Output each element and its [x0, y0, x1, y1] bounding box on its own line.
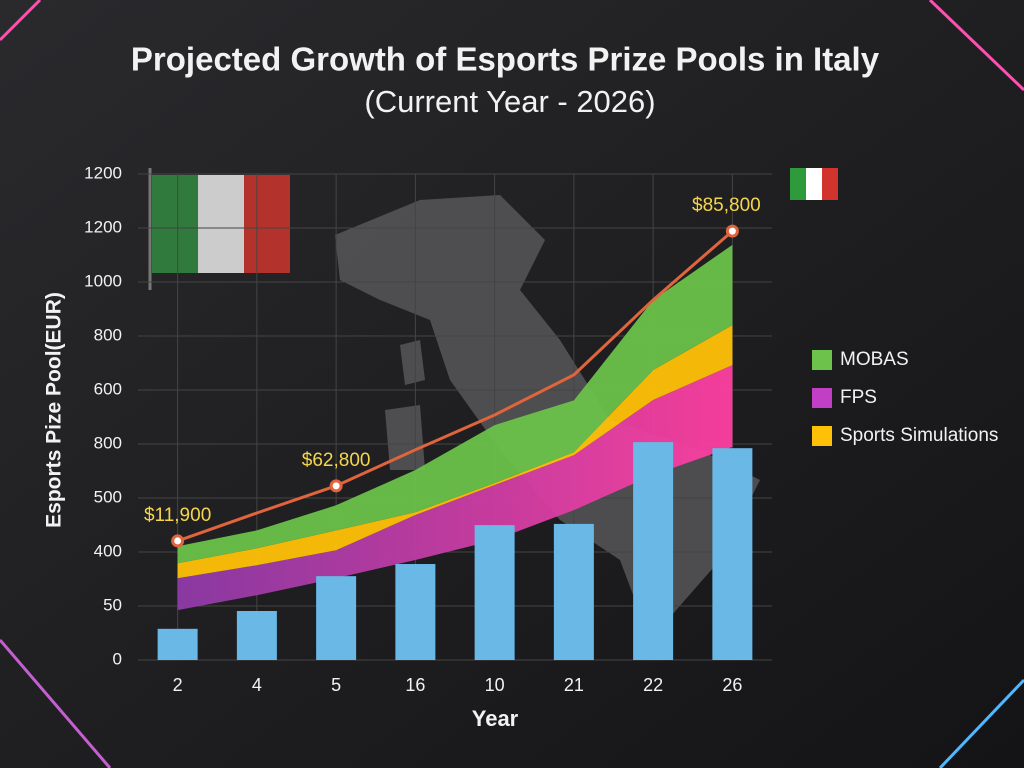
annotation: $62,800	[302, 450, 371, 471]
y-tick-label: 600	[94, 379, 122, 398]
legend-swatch	[812, 426, 832, 446]
bar	[712, 448, 753, 660]
bar	[633, 442, 674, 660]
line-marker	[171, 534, 185, 548]
y-tick-label: 800	[94, 433, 122, 452]
area	[177, 365, 733, 611]
decor	[0, 0, 42, 42]
x-tick-label: 4	[252, 675, 262, 695]
annotation: $11,900	[144, 505, 211, 526]
bar	[236, 610, 277, 660]
y-axis-label: Esports Pize Pool(EUR)	[43, 292, 66, 528]
line-marker	[329, 479, 343, 493]
legend-label: MOBAS	[840, 349, 909, 370]
line-marker	[725, 224, 739, 238]
x-tick-label: 22	[643, 675, 663, 695]
y-tick-label: 1200	[84, 217, 122, 236]
y-tick-label: 50	[103, 595, 122, 614]
x-tick-label: 21	[564, 675, 584, 695]
bar	[395, 564, 436, 660]
x-tick-label: 26	[722, 675, 742, 695]
y-tick-label: 800	[94, 325, 122, 344]
annotation: $85,800	[692, 195, 761, 216]
decor	[0, 639, 112, 768]
y-tick-label: 1200	[84, 163, 122, 182]
area	[177, 325, 733, 579]
bar	[316, 576, 357, 660]
x-tick-label: 10	[485, 675, 505, 695]
y-tick-label: 0	[113, 649, 122, 668]
legend-swatch	[812, 388, 832, 408]
decor	[928, 0, 1024, 92]
line	[177, 229, 734, 543]
bar	[157, 628, 198, 660]
decor	[938, 678, 1024, 768]
x-tick-label: 2	[173, 675, 183, 695]
y-tick-label: 400	[94, 541, 122, 560]
x-tick-label: 5	[331, 675, 341, 695]
legend-label: FPS	[840, 387, 877, 408]
italy-flag	[148, 168, 290, 290]
y-tick-label: 500	[94, 487, 122, 506]
chart-subtitle: (Current Year - 2026)	[364, 84, 655, 119]
y-tick-label: 1000	[84, 271, 122, 290]
small-flag	[790, 168, 838, 200]
legend-label: Sports Simulations	[840, 425, 998, 446]
legend-swatch	[812, 350, 832, 370]
bar	[553, 523, 594, 660]
x-axis-label: Year	[472, 706, 519, 731]
x-tick-label: 16	[405, 675, 425, 695]
chart-title: Projected Growth of Esports Prize Pools …	[131, 41, 880, 78]
bar	[474, 525, 515, 660]
